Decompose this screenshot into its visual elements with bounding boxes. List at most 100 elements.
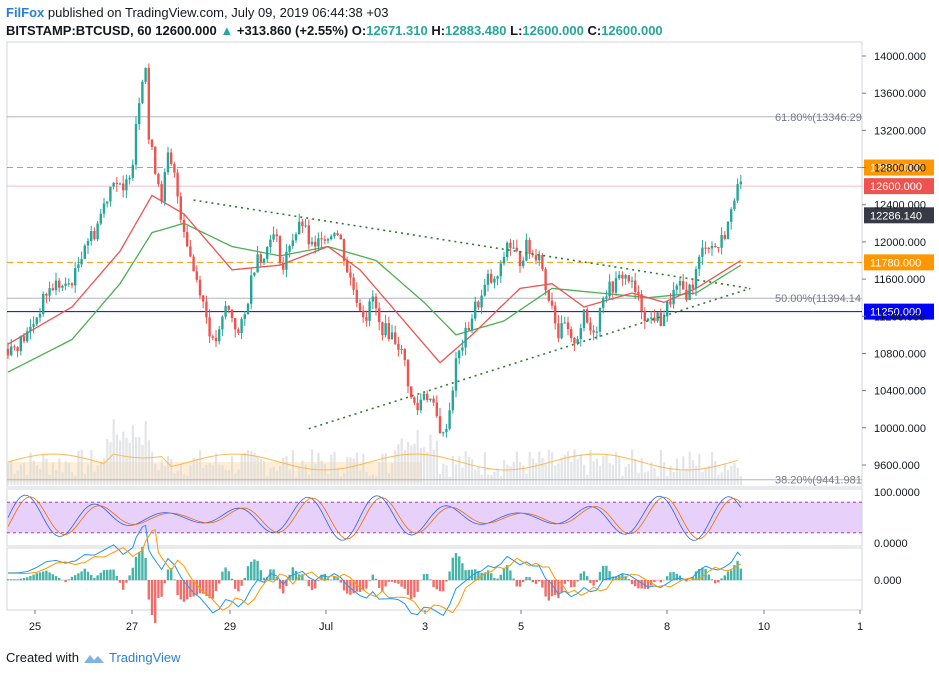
candle-body <box>298 221 301 235</box>
candle-body <box>736 184 739 201</box>
candle-body <box>704 247 707 249</box>
macd-histogram-bar <box>326 578 330 581</box>
candle-body <box>627 275 630 282</box>
high-value: 12883.480 <box>445 23 507 38</box>
macd-histogram-bar <box>477 571 480 581</box>
candle-body <box>58 280 61 288</box>
volume-bar <box>483 452 486 485</box>
candle-body <box>419 399 422 411</box>
macd-histogram-bar <box>278 580 282 589</box>
volume-bar <box>451 455 454 485</box>
volume-bar <box>29 452 32 485</box>
candle-body <box>16 347 19 352</box>
candle-body <box>314 241 317 247</box>
volume-bar <box>576 459 579 485</box>
macd-histogram-bar <box>486 570 490 581</box>
candle-body <box>480 295 483 308</box>
candle-body <box>346 260 349 273</box>
candle-body <box>246 303 250 315</box>
candle-body <box>522 260 525 267</box>
volume-bar <box>144 421 147 485</box>
volume-bar <box>720 472 723 485</box>
macd-histogram-bar <box>42 571 45 581</box>
volume-bar <box>701 472 704 485</box>
volume-bar <box>317 452 320 485</box>
macd-signal-line <box>8 529 742 614</box>
candle-body <box>51 288 54 291</box>
candle-body <box>525 239 528 261</box>
macd-histogram-bar <box>422 574 426 581</box>
candle-body <box>83 245 86 259</box>
tradingview-brand[interactable]: TradingView <box>108 650 181 665</box>
macd-histogram-bar <box>579 573 582 581</box>
macd-histogram-bar <box>54 576 58 581</box>
candle-body <box>429 398 432 401</box>
candle-body <box>618 274 621 279</box>
candle-body <box>141 81 144 104</box>
volume-bar <box>247 449 250 485</box>
volume-bar <box>592 461 595 485</box>
macd-histogram-bar <box>160 580 163 597</box>
macd-histogram-bar <box>122 580 125 590</box>
volume-bar <box>557 463 560 485</box>
volume-bar <box>122 431 125 485</box>
volume-bar <box>423 447 426 485</box>
author-name[interactable]: FilFox <box>6 5 45 20</box>
candle-body <box>70 283 74 286</box>
volume-bar <box>384 453 387 485</box>
macd-line <box>7 524 742 617</box>
macd-histogram-bar <box>176 580 179 596</box>
candle-body <box>515 247 518 251</box>
candle-body <box>400 348 403 350</box>
macd-histogram-bar <box>365 580 368 589</box>
candle-body <box>509 242 512 248</box>
candle-body <box>330 236 333 240</box>
candle-body <box>467 327 470 331</box>
volume-bar <box>125 437 128 485</box>
macd-histogram-bar <box>381 580 384 592</box>
volume-bar <box>538 451 541 485</box>
candle-body <box>90 231 93 242</box>
volume-bar <box>663 462 666 485</box>
candle-body <box>29 326 32 332</box>
candle-body <box>307 225 310 245</box>
volume-bar <box>695 465 698 485</box>
macd-histogram-bar <box>307 580 310 587</box>
macd-histogram-bar <box>128 575 131 581</box>
candle-body <box>486 273 490 285</box>
candle-body <box>358 302 362 311</box>
macd-histogram-bar <box>518 580 522 587</box>
candle-body <box>566 322 570 330</box>
candle-body <box>256 254 259 273</box>
volume-bar <box>656 476 659 485</box>
high-label: H: <box>431 23 446 38</box>
stoch-k-line <box>7 494 742 541</box>
candle-body <box>714 246 717 248</box>
volume-bar <box>55 470 58 485</box>
volume-bar <box>189 465 192 485</box>
candle-body <box>451 390 454 411</box>
candle-body <box>442 432 445 434</box>
volume-bar <box>80 449 83 485</box>
macd-histogram-bar <box>368 580 371 581</box>
triangle-pattern <box>193 199 751 430</box>
volume-bar <box>455 464 458 485</box>
macd-histogram-bar <box>598 571 602 581</box>
macd-histogram-bar <box>285 580 288 587</box>
volume-bar <box>458 456 461 485</box>
macd-histogram-bar <box>608 571 611 581</box>
footer: Created with TradingView <box>6 650 181 665</box>
volume-bar <box>685 468 688 485</box>
ema-slow-line <box>7 222 742 373</box>
volume-bar <box>733 462 736 485</box>
candle-body <box>138 103 141 125</box>
volume-bar <box>163 465 166 485</box>
candle-body <box>582 309 586 329</box>
price-badge <box>864 178 934 195</box>
candle-body <box>86 241 90 246</box>
candle-body <box>48 288 51 296</box>
candle-body <box>656 312 659 321</box>
candle-body <box>198 279 202 296</box>
candle-body <box>122 183 125 191</box>
